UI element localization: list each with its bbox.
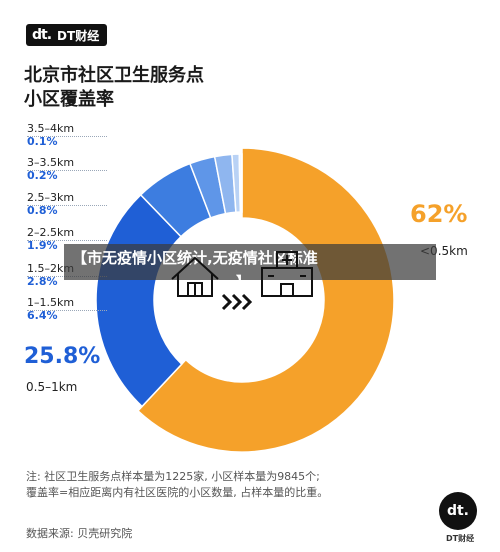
- footnote: 注: 社区卫生服务点样本量为1225家, 小区样本量为9845个; 覆盖率=相应…: [26, 469, 426, 501]
- label-2.5-3km: 2.5–3km 0.8%: [27, 191, 137, 217]
- range-label: 2–2.5km: [27, 226, 75, 239]
- value-label: 0.1%: [27, 135, 58, 148]
- value-label: 0.8%: [27, 204, 58, 217]
- label-3.5-4km: 3.5–4km 0.1%: [27, 122, 137, 148]
- leader-line: [27, 205, 107, 206]
- caption-overlay: [64, 244, 436, 280]
- range-label: 2.5–3km: [27, 191, 75, 204]
- leader-line: [27, 240, 107, 241]
- hospital-icon: [261, 251, 313, 297]
- dt-badge: dt.: [439, 492, 477, 530]
- label-3-3.5km: 3–3.5km 0.2%: [27, 156, 137, 182]
- big-value-under-0.5km: 62%: [410, 200, 468, 228]
- leader-line: [27, 136, 107, 137]
- value-label: 6.4%: [27, 309, 58, 322]
- big-value-0.5-1km: 25.8%: [24, 344, 101, 369]
- value-label: 1.9%: [27, 239, 58, 252]
- data-source: 数据来源: 贝壳研究院: [26, 527, 133, 540]
- slice-<0.5km: [136, 147, 395, 453]
- arrows-icon: [221, 293, 253, 311]
- leader-line: [27, 310, 107, 311]
- value-label: 0.2%: [27, 169, 58, 182]
- title-line-1: 北京市社区卫生服务点: [24, 65, 204, 86]
- label-1-1.5km: 1–1.5km 6.4%: [27, 296, 137, 322]
- range-label: 3–3.5km: [27, 156, 75, 169]
- chart-title: 北京市社区卫生服务点 小区覆盖率: [24, 64, 204, 112]
- dt-logo: dt. DT财经: [26, 24, 108, 46]
- slice-3.5–4km: [240, 153, 243, 213]
- logo-mark: dt.: [32, 27, 52, 43]
- value-label: 2.8%: [27, 275, 58, 288]
- logo-text: DT财经: [57, 28, 100, 43]
- range-label: 1.5–2km: [27, 262, 75, 275]
- label-2-2.5km: 2–2.5km 1.9%: [27, 226, 137, 252]
- badge-label: DT财经: [446, 534, 475, 543]
- note-line-1: 注: 社区卫生服务点样本量为1225家, 小区样本量为9845个;: [26, 470, 320, 483]
- overlay-caption-end: 】: [236, 275, 250, 291]
- house-icon: [171, 256, 219, 297]
- leader-line: [27, 170, 107, 171]
- big-range-0.5-1km: 0.5–1km: [26, 380, 78, 394]
- range-label: 3.5–4km: [27, 122, 75, 135]
- range-label: 1–1.5km: [27, 296, 75, 309]
- title-line-2: 小区覆盖率: [24, 89, 114, 110]
- note-line-2: 覆盖率=相应距离内有社区医院的小区数量, 占样本量的比重。: [26, 486, 329, 499]
